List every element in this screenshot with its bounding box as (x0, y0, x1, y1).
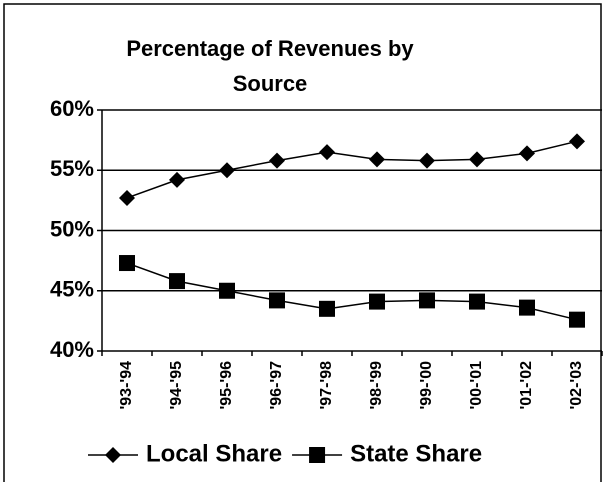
legend-marker (309, 447, 326, 463)
data-point (119, 189, 135, 206)
data-point (319, 300, 335, 317)
y-tick-label: 60% (50, 96, 94, 121)
data-point (269, 152, 285, 169)
data-point (169, 273, 185, 290)
x-tick-label: '01-'02 (518, 361, 535, 410)
data-point (219, 162, 235, 179)
data-point (419, 152, 435, 169)
y-tick-label: 45% (50, 277, 94, 302)
data-point (519, 145, 535, 162)
x-tick-label: '00-'01 (468, 361, 485, 410)
chart-title: Source (233, 71, 308, 96)
x-tick-label: '96-'97 (268, 361, 285, 410)
data-point (569, 133, 585, 150)
x-tick-label: '02-'03 (568, 361, 585, 410)
data-point (469, 151, 485, 168)
y-tick-label: 50% (50, 216, 94, 241)
data-point (369, 151, 385, 168)
x-tick-label: '97-'98 (318, 361, 335, 410)
chart-title: Percentage of Revenues by (126, 36, 414, 61)
x-tick-label: '94-'95 (168, 361, 185, 410)
x-tick-label: '99-'00 (418, 361, 435, 410)
data-point (219, 282, 235, 299)
data-point (319, 144, 335, 161)
x-tick-label: '95-'96 (218, 361, 235, 410)
data-point (519, 299, 535, 316)
series-line (126, 140, 578, 199)
data-point (369, 293, 385, 310)
data-point (419, 292, 435, 309)
legend-label: State Share (350, 440, 482, 467)
legend-marker (105, 447, 121, 463)
data-point (269, 292, 285, 309)
data-point (469, 293, 485, 310)
data-point (169, 171, 185, 188)
chart-border (3, 3, 602, 482)
data-point (569, 311, 585, 328)
data-point (119, 255, 135, 272)
y-tick-label: 40% (50, 337, 94, 362)
series-line (126, 262, 578, 321)
x-tick-label: '98-'99 (368, 361, 385, 410)
x-tick-label: '93-'94 (118, 361, 135, 410)
y-tick-label: 55% (50, 156, 94, 181)
legend-label: Local Share (146, 440, 282, 467)
